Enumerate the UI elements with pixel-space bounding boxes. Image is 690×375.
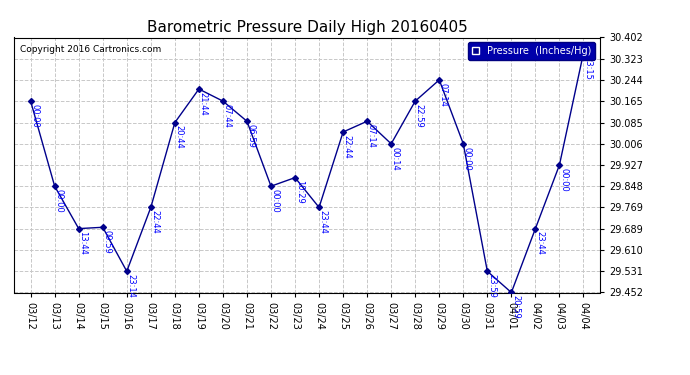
Text: 23:15: 23:15 xyxy=(583,56,592,80)
Text: 23:14: 23:14 xyxy=(126,274,135,298)
Text: 07:14: 07:14 xyxy=(367,124,376,148)
Text: 00:00: 00:00 xyxy=(270,189,279,213)
Text: 00:00: 00:00 xyxy=(463,147,472,170)
Text: 20:44: 20:44 xyxy=(175,125,184,149)
Text: 13:44: 13:44 xyxy=(79,231,88,255)
Text: 20:59: 20:59 xyxy=(511,295,520,319)
Text: 00:14: 00:14 xyxy=(391,147,400,170)
Text: Copyright 2016 Cartronics.com: Copyright 2016 Cartronics.com xyxy=(19,45,161,54)
Text: 22:44: 22:44 xyxy=(343,135,352,159)
Text: 00:00: 00:00 xyxy=(30,104,39,128)
Text: 09:59: 09:59 xyxy=(102,230,111,254)
Text: 22:44: 22:44 xyxy=(150,210,159,234)
Text: 07:44: 07:44 xyxy=(223,104,232,128)
Text: 23:44: 23:44 xyxy=(319,210,328,234)
Text: 21:44: 21:44 xyxy=(199,92,208,116)
Text: 10:29: 10:29 xyxy=(295,180,304,204)
Text: 23:44: 23:44 xyxy=(535,231,544,255)
Text: 00:00: 00:00 xyxy=(559,168,568,192)
Title: Barometric Pressure Daily High 20160405: Barometric Pressure Daily High 20160405 xyxy=(147,20,467,35)
Text: 07:14: 07:14 xyxy=(439,83,448,106)
Text: 22:59: 22:59 xyxy=(415,104,424,128)
Text: 23:59: 23:59 xyxy=(487,274,496,298)
Text: 06:59: 06:59 xyxy=(246,124,255,148)
Text: 00:00: 00:00 xyxy=(55,189,63,213)
Legend: Pressure  (Inches/Hg): Pressure (Inches/Hg) xyxy=(468,42,595,60)
